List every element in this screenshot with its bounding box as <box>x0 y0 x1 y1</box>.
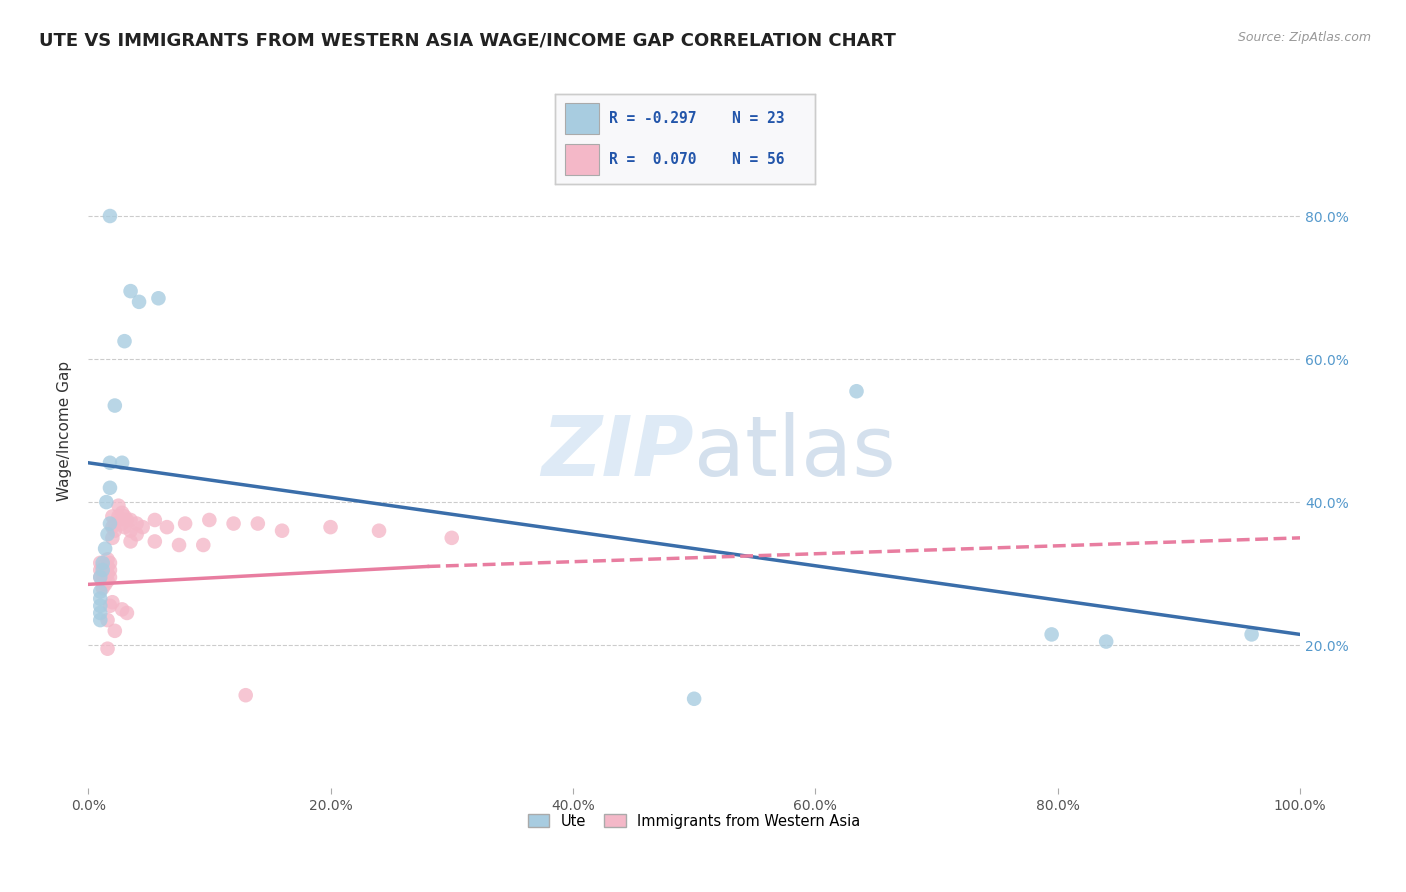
Legend: Ute, Immigrants from Western Asia: Ute, Immigrants from Western Asia <box>522 808 866 835</box>
Point <box>89 556 111 570</box>
Point <box>89 584 111 599</box>
Point <box>114 334 136 348</box>
Point <box>101 520 124 534</box>
Point <box>98 563 121 577</box>
Point <box>96 613 118 627</box>
Point <box>98 516 121 531</box>
Point <box>143 534 166 549</box>
Point <box>104 516 127 531</box>
Point <box>114 520 136 534</box>
Point <box>91 559 114 574</box>
Point <box>89 606 111 620</box>
Point <box>148 291 170 305</box>
Point <box>143 513 166 527</box>
Point <box>1040 627 1063 641</box>
Point <box>96 495 118 509</box>
Point <box>104 399 127 413</box>
Point <box>98 570 121 584</box>
Point <box>91 574 114 588</box>
Point <box>440 531 463 545</box>
Point <box>101 595 124 609</box>
Point <box>128 294 150 309</box>
Point <box>111 456 134 470</box>
Point <box>98 599 121 613</box>
Point <box>101 509 124 524</box>
Point <box>107 509 129 524</box>
Point <box>98 209 121 223</box>
Point <box>115 513 138 527</box>
Point <box>683 691 706 706</box>
Text: UTE VS IMMIGRANTS FROM WESTERN ASIA WAGE/INCOME GAP CORRELATION CHART: UTE VS IMMIGRANTS FROM WESTERN ASIA WAGE… <box>39 31 896 49</box>
Y-axis label: Wage/Income Gap: Wage/Income Gap <box>58 360 72 500</box>
Point <box>89 570 111 584</box>
Text: Source: ZipAtlas.com: Source: ZipAtlas.com <box>1237 31 1371 45</box>
Point <box>115 606 138 620</box>
Point <box>1240 627 1263 641</box>
Point <box>89 599 111 613</box>
Point <box>96 552 118 566</box>
Point <box>111 516 134 531</box>
Point <box>246 516 269 531</box>
Point <box>131 520 153 534</box>
Point <box>107 499 129 513</box>
Point <box>114 509 136 524</box>
Point <box>111 506 134 520</box>
Point <box>125 527 148 541</box>
Point <box>198 513 221 527</box>
Point <box>111 602 134 616</box>
Point <box>89 591 111 606</box>
Point <box>96 527 118 541</box>
Point <box>156 520 179 534</box>
Point <box>222 516 245 531</box>
Point <box>96 641 118 656</box>
Point <box>120 534 142 549</box>
Point <box>94 577 117 591</box>
Point <box>96 559 118 574</box>
Point <box>193 538 215 552</box>
Point <box>98 556 121 570</box>
Point <box>91 581 114 595</box>
Point <box>845 384 868 399</box>
Point <box>89 570 111 584</box>
Text: ZIP: ZIP <box>541 411 695 492</box>
Point <box>319 520 342 534</box>
Point <box>91 566 114 581</box>
Point <box>120 284 142 298</box>
Point <box>368 524 391 538</box>
Point <box>89 613 111 627</box>
Point <box>101 531 124 545</box>
Point <box>120 513 142 527</box>
Point <box>125 516 148 531</box>
Point <box>1095 634 1118 648</box>
Point <box>96 574 118 588</box>
Point <box>94 541 117 556</box>
Point <box>235 688 257 702</box>
Point <box>271 524 294 538</box>
Point <box>91 556 114 570</box>
Point <box>91 563 114 577</box>
Point <box>96 566 118 581</box>
Point <box>174 516 197 531</box>
Point <box>98 456 121 470</box>
Point <box>89 563 111 577</box>
Point <box>104 624 127 638</box>
Point <box>94 563 117 577</box>
Point <box>104 524 127 538</box>
Point <box>120 524 142 538</box>
Point <box>98 481 121 495</box>
Text: atlas: atlas <box>695 411 896 492</box>
Point <box>94 570 117 584</box>
Point <box>167 538 190 552</box>
